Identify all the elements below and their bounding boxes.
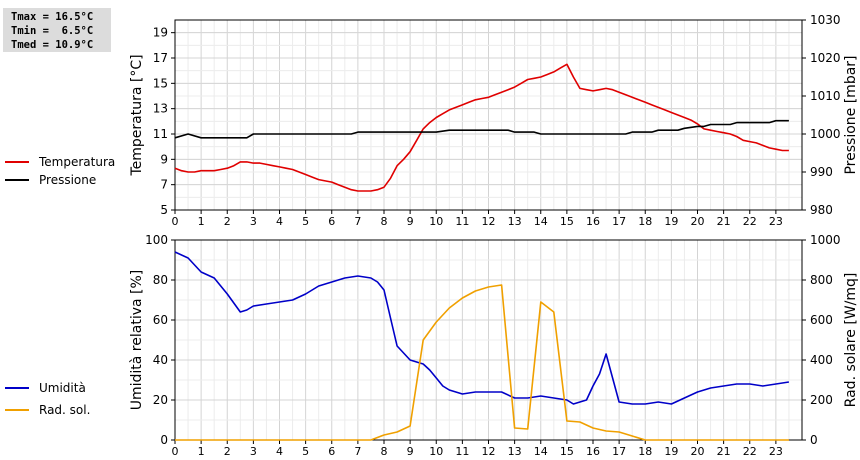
x-tick-label: 21	[717, 445, 731, 458]
y-axis-label: Umidità relativa [%]	[129, 270, 145, 411]
y-tick-label: 20	[153, 393, 168, 407]
plot-frame	[174, 239, 803, 441]
x-tick-label: 16	[586, 445, 600, 458]
x-tick-label: 12	[482, 445, 496, 458]
x-tick-label: 11	[455, 445, 469, 458]
y-tick-label: 5	[160, 203, 168, 217]
x-tick-label: 1	[198, 445, 205, 458]
plot-frame	[174, 19, 803, 211]
series-line-rad-sol	[175, 284, 789, 441]
y-tick-label: 100	[145, 233, 168, 247]
tmed-label: Tmed = 10.9°C	[11, 39, 94, 51]
x-tick-label: 5	[302, 215, 309, 228]
x-tick-label: 4	[276, 445, 283, 458]
chart-top: 0 1 2 3 4 5 6 7 8 9 10 11 12 13 14 15 16 17 18 19 20 21 22 2357…	[129, 13, 859, 228]
legend-swatch	[5, 387, 29, 389]
x-tick-label: 12	[482, 215, 496, 228]
y2-tick-label: 0	[810, 433, 818, 447]
y2-tick-label: 800	[810, 273, 833, 287]
stats-box: Tmax = 16.5°C Tmin = 6.5°C Tmed = 10.9°C	[3, 8, 111, 52]
series-line-pressione	[174, 119, 789, 139]
y-tick-label: 40	[153, 353, 168, 367]
x-tick-label: 0	[172, 215, 179, 228]
x-tick-label: 13	[508, 445, 522, 458]
legend-swatch	[5, 179, 29, 181]
y-tick-label: 11	[153, 127, 168, 141]
y-axis-label: Temperatura [°C]	[129, 54, 145, 176]
x-tick-label: 9	[407, 215, 414, 228]
x-tick-label: 11	[455, 215, 469, 228]
x-tick-label: 23	[769, 445, 783, 458]
x-tick-label: 8	[381, 445, 388, 458]
x-tick-label: 2	[224, 215, 231, 228]
x-tick-label: 7	[354, 445, 361, 458]
legend-label: Umidità	[39, 381, 86, 395]
y2-axis-label: Pressione [mbar]	[843, 55, 859, 174]
x-tick-label: 17	[612, 445, 626, 458]
x-tick-label: 19	[664, 215, 678, 228]
x-tick-label: 21	[717, 215, 731, 228]
x-tick-label: 10	[429, 445, 443, 458]
y2-tick-label: 1030	[810, 13, 841, 27]
x-tick-label: 7	[354, 215, 361, 228]
y-tick-label: 13	[153, 102, 168, 116]
x-tick-label: 6	[328, 445, 335, 458]
legend-swatch	[5, 161, 29, 163]
x-tick-label: 2	[224, 445, 231, 458]
y2-tick-label: 980	[810, 203, 833, 217]
x-tick-label: 18	[638, 215, 652, 228]
legend-label: Rad. sol.	[39, 403, 91, 417]
y2-tick-label: 990	[810, 165, 833, 179]
y2-tick-label: 600	[810, 313, 833, 327]
y-tick-label: 19	[153, 26, 168, 40]
x-tick-label: 22	[743, 215, 757, 228]
y2-tick-label: 1000	[810, 127, 841, 141]
y-tick-label: 17	[153, 51, 168, 65]
y2-axis-label: Rad. solare [W/mq]	[843, 273, 859, 408]
x-tick-label: 17	[612, 215, 626, 228]
y2-tick-label: 1010	[810, 89, 841, 103]
x-tick-label: 23	[769, 215, 783, 228]
y-tick-label: 15	[153, 76, 168, 90]
x-tick-label: 18	[638, 445, 652, 458]
x-tick-label: 9	[407, 445, 414, 458]
x-tick-label: 0	[172, 445, 179, 458]
x-tick-label: 4	[276, 215, 283, 228]
x-tick-label: 19	[664, 445, 678, 458]
y-tick-label: 60	[153, 313, 168, 327]
x-tick-label: 13	[508, 215, 522, 228]
x-tick-label: 15	[560, 215, 574, 228]
x-tick-label: 20	[691, 215, 705, 228]
chart-bottom: 0 1 2 3 4 5 6 7 8 9 10 11 12 13 14 15 16 17 18 19 20 21 22 2302…	[129, 233, 859, 458]
x-tick-label: 3	[250, 215, 257, 228]
x-tick-label: 14	[534, 445, 548, 458]
x-tick-label: 8	[381, 215, 388, 228]
series-line-temperatura	[174, 63, 789, 192]
x-tick-label: 1	[198, 215, 205, 228]
y-tick-label: 9	[160, 152, 168, 166]
tmin-label: Tmin = 6.5°C	[11, 25, 94, 37]
tmax-label: Tmax = 16.5°C	[11, 11, 94, 23]
y-tick-label: 0	[160, 433, 168, 447]
x-tick-label: 5	[302, 445, 309, 458]
x-tick-label: 3	[250, 445, 257, 458]
x-tick-label: 16	[586, 215, 600, 228]
y2-tick-label: 1020	[810, 51, 841, 65]
x-tick-label: 22	[743, 445, 757, 458]
x-tick-label: 20	[691, 445, 705, 458]
x-tick-label: 10	[429, 215, 443, 228]
y2-tick-label: 1000	[810, 233, 841, 247]
legend-label: Temperatura	[39, 155, 116, 169]
legend-label: Pressione	[39, 173, 97, 187]
y-tick-label: 7	[160, 178, 168, 192]
x-tick-label: 6	[328, 215, 335, 228]
y2-tick-label: 400	[810, 353, 833, 367]
x-tick-label: 14	[534, 215, 548, 228]
y-tick-label: 80	[153, 273, 168, 287]
x-tick-label: 15	[560, 445, 574, 458]
y2-tick-label: 200	[810, 393, 833, 407]
series-line-umidit	[174, 251, 790, 405]
legend-swatch	[5, 409, 29, 411]
